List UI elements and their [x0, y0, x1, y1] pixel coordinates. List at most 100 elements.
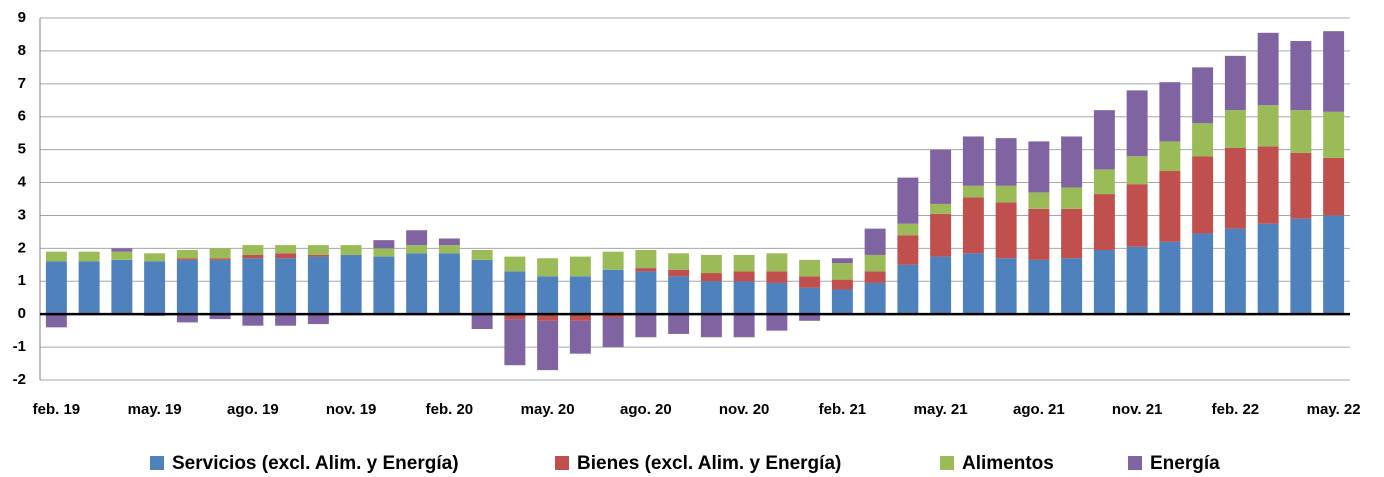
bar-segment: [275, 253, 297, 259]
legend-label: Bienes (excl. Alim. y Energía): [577, 453, 841, 474]
bar-segment: [1159, 171, 1181, 242]
x-tick-label: ago. 20: [620, 401, 672, 418]
x-tick-label: may. 19: [128, 401, 182, 418]
bar-segment: [144, 253, 166, 262]
bar-segment: [275, 314, 297, 326]
bar-segment: [1224, 110, 1246, 148]
y-tick-label: -1: [13, 338, 26, 355]
bar-segment: [864, 271, 886, 283]
bar-segment: [668, 269, 690, 277]
bar-segment: [176, 258, 198, 260]
bar-segment: [962, 185, 984, 198]
y-tick-label: 9: [18, 9, 26, 26]
legend-swatch: [150, 456, 164, 470]
bar-segment: [340, 254, 362, 315]
bar-segment: [209, 248, 231, 259]
bar-segment: [1192, 67, 1214, 124]
bar-segment: [1028, 192, 1050, 209]
y-tick-label: 4: [18, 174, 27, 191]
bar-segment: [1126, 156, 1148, 185]
bar-segment: [831, 263, 853, 280]
bar-segment: [1126, 184, 1148, 247]
x-tick-label: feb. 22: [1212, 401, 1260, 418]
bar-segment: [537, 320, 559, 371]
x-tick-label: feb. 19: [33, 401, 81, 418]
bar-segment: [504, 314, 526, 320]
bar-segment: [635, 271, 657, 315]
bar-segment: [569, 276, 591, 315]
bar-segment: [962, 197, 984, 254]
bar-segment: [897, 223, 919, 236]
bar-segment: [1126, 246, 1148, 315]
bar-segment: [176, 250, 198, 259]
bar-segment: [1061, 136, 1083, 188]
bar-segment: [766, 314, 788, 331]
bar-segment: [1028, 141, 1050, 193]
bar-segment: [1192, 123, 1214, 157]
bar-segment: [1159, 82, 1181, 142]
bar-segment: [307, 256, 329, 315]
bar-segment: [962, 253, 984, 315]
bar-segment: [1159, 141, 1181, 172]
bar-segment: [668, 314, 690, 334]
bar-segment: [602, 314, 624, 318]
bar-segment: [209, 258, 231, 260]
bar-segment: [78, 251, 100, 262]
bar-segment: [1093, 250, 1115, 315]
bar-segment: [209, 259, 231, 315]
y-tick-label: -2: [13, 371, 26, 388]
bar-segment: [504, 256, 526, 272]
bar-segment: [1061, 258, 1083, 315]
bar-segment: [569, 314, 591, 321]
bar-segment: [995, 138, 1017, 186]
legend-label: Servicios (excl. Alim. y Energía): [172, 453, 459, 474]
y-tick-label: 0: [18, 305, 26, 322]
legend-label: Alimentos: [962, 453, 1054, 474]
bar-segment: [668, 253, 690, 270]
bar-segment: [1093, 194, 1115, 251]
bar-segment: [438, 253, 460, 315]
bar-segment: [602, 251, 624, 270]
x-tick-label: nov. 20: [719, 401, 770, 418]
bar-segment: [209, 314, 231, 320]
x-tick-label: may. 21: [914, 401, 968, 418]
bar-segment: [831, 279, 853, 290]
bar-segment: [373, 240, 395, 249]
bar-segment: [1028, 259, 1050, 315]
bar-segment: [406, 230, 428, 246]
bar-segment: [340, 245, 362, 255]
x-tick-label: feb. 21: [819, 401, 867, 418]
bar-segment: [275, 258, 297, 315]
bar-segment: [438, 238, 460, 246]
bar-segment: [962, 136, 984, 186]
bar-segment: [471, 250, 493, 260]
bar-segment: [831, 289, 853, 315]
bar-segment: [668, 276, 690, 315]
bar-segment: [635, 250, 657, 269]
bar-segment: [373, 256, 395, 315]
bar-segment: [733, 314, 755, 338]
bar-segment: [471, 259, 493, 315]
bar-segment: [1257, 105, 1279, 147]
legend-swatch: [1128, 456, 1142, 470]
bar-segment: [1290, 152, 1312, 219]
bar-segment: [700, 281, 722, 315]
bar-segment: [307, 254, 329, 257]
bar-segment: [1257, 32, 1279, 106]
bar-segment: [1093, 110, 1115, 170]
bar-segment: [995, 258, 1017, 315]
bar-segment: [930, 149, 952, 204]
bar-segment: [864, 282, 886, 315]
x-tick-label: ago. 21: [1013, 401, 1065, 418]
bar-segment: [176, 259, 198, 315]
bar-segment: [242, 245, 264, 255]
bar-segment: [1290, 110, 1312, 153]
bar-segment: [504, 271, 526, 315]
bar-segment: [406, 253, 428, 315]
bar-segment: [766, 282, 788, 315]
x-tick-label: ago. 19: [227, 401, 279, 418]
bar-segment: [1290, 218, 1312, 315]
x-tick-label: nov. 19: [326, 401, 377, 418]
bar-segment: [1061, 187, 1083, 209]
bar-segment: [242, 254, 264, 259]
